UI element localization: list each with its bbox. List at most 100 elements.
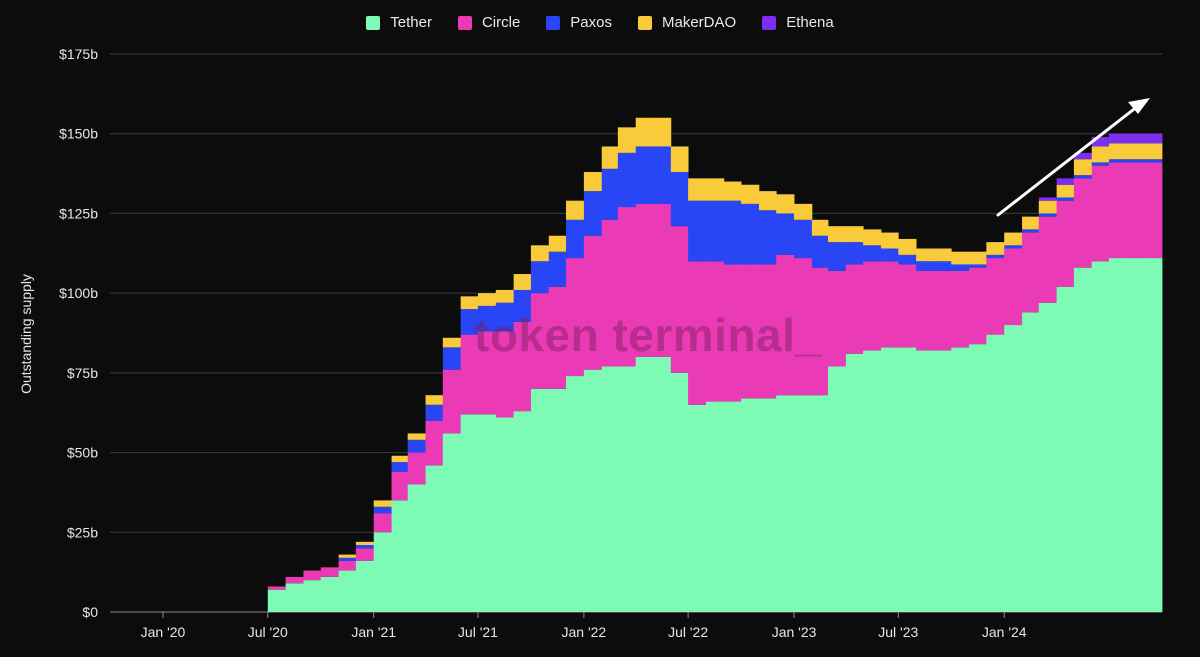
bar-paxos-2021-10 bbox=[530, 261, 550, 294]
bar-makerdao-2021-12 bbox=[566, 200, 585, 220]
bar-circle-2023-06 bbox=[881, 261, 899, 348]
bar-makerdao-2021-11 bbox=[548, 235, 567, 252]
x-tick-label: Jan '21 bbox=[351, 624, 396, 640]
bar-circle-2023-04 bbox=[845, 264, 864, 354]
bar-makerdao-2021-07 bbox=[477, 293, 497, 306]
x-tick-label: Jan '20 bbox=[141, 624, 186, 640]
bar-paxos-2024-05 bbox=[1073, 175, 1093, 179]
bar-makerdao-2023-11 bbox=[969, 251, 987, 265]
y-tick-label: $125b bbox=[59, 205, 98, 221]
bar-makerdao-2024-02 bbox=[1022, 216, 1040, 230]
bar-paxos-2022-09 bbox=[723, 200, 742, 265]
bar-tether-2023-01 bbox=[794, 395, 813, 612]
bar-tether-2023-05 bbox=[863, 350, 882, 612]
bar-makerdao-2022-07 bbox=[688, 178, 707, 201]
bar-paxos-2022-01 bbox=[583, 191, 603, 236]
bar-tether-2020-12 bbox=[355, 560, 375, 612]
bar-tether-2024-07 bbox=[1109, 258, 1128, 612]
bar-tether-2021-09 bbox=[513, 411, 532, 612]
bar-makerdao-2022-11 bbox=[758, 191, 777, 211]
x-tick-label: Jul '20 bbox=[248, 624, 288, 640]
bar-circle-2023-05 bbox=[863, 261, 882, 351]
bar-makerdao-2020-11 bbox=[338, 554, 357, 558]
bar-tether-2023-08 bbox=[916, 350, 935, 612]
bar-paxos-2021-03 bbox=[407, 439, 426, 453]
bar-ethena-2024-09 bbox=[1144, 133, 1163, 144]
bar-makerdao-2022-03 bbox=[617, 127, 637, 153]
bar-tether-2023-06 bbox=[881, 347, 899, 612]
y-tick-label: $175b bbox=[59, 46, 98, 62]
bar-paxos-2020-11 bbox=[338, 557, 357, 561]
legend-item-makerdao[interactable]: MakerDAO bbox=[638, 14, 736, 31]
bar-makerdao-2023-04 bbox=[845, 226, 864, 243]
x-tick-label: Jul '22 bbox=[668, 624, 708, 640]
bar-circle-2020-11 bbox=[338, 560, 357, 571]
bar-paxos-2022-08 bbox=[705, 200, 725, 262]
bar-circle-2022-06 bbox=[670, 226, 689, 373]
y-tick-label: $0 bbox=[82, 604, 98, 620]
legend-item-tether[interactable]: Tether bbox=[366, 14, 432, 31]
legend-swatch-ethena bbox=[762, 15, 777, 30]
bar-ethena-2024-05 bbox=[1073, 152, 1093, 160]
bar-makerdao-2024-07 bbox=[1109, 143, 1128, 160]
bar-makerdao-2023-09 bbox=[933, 248, 952, 262]
bar-circle-2023-11 bbox=[969, 267, 987, 345]
bar-paxos-2024-08 bbox=[1126, 159, 1146, 163]
bar-circle-2024-03 bbox=[1038, 216, 1058, 303]
bar-makerdao-2021-01 bbox=[373, 500, 392, 507]
bar-paxos-2021-12 bbox=[566, 219, 585, 259]
bar-tether-2023-03 bbox=[828, 366, 847, 612]
bar-circle-2020-08 bbox=[285, 576, 304, 584]
bar-circle-2021-08 bbox=[495, 331, 515, 418]
bar-paxos-2022-05 bbox=[652, 146, 672, 204]
bar-paxos-2024-01 bbox=[1004, 245, 1023, 249]
bar-makerdao-2021-03 bbox=[407, 433, 426, 440]
bar-tether-2020-07 bbox=[267, 589, 287, 612]
bar-paxos-2023-08 bbox=[916, 261, 935, 271]
bar-tether-2022-10 bbox=[741, 398, 760, 612]
y-axis-label: Outstanding supply bbox=[18, 274, 34, 394]
legend-item-ethena[interactable]: Ethena bbox=[762, 14, 834, 31]
bar-circle-2023-07 bbox=[898, 264, 917, 348]
bar-tether-2022-08 bbox=[705, 401, 725, 612]
bar-circle-2024-04 bbox=[1056, 200, 1075, 287]
bar-paxos-2024-06 bbox=[1091, 162, 1110, 166]
bar-tether-2024-04 bbox=[1056, 286, 1075, 612]
bar-tether-2021-04 bbox=[425, 465, 444, 612]
bar-makerdao-2021-09 bbox=[513, 274, 532, 290]
bar-makerdao-2023-05 bbox=[863, 229, 882, 246]
legend-item-paxos[interactable]: Paxos bbox=[546, 14, 612, 31]
legend-item-circle[interactable]: Circle bbox=[457, 14, 520, 31]
y-tick-label: $25b bbox=[67, 524, 98, 540]
bar-tether-2022-02 bbox=[601, 366, 619, 612]
bar-circle-2024-02 bbox=[1022, 232, 1040, 313]
bar-makerdao-2021-04 bbox=[425, 395, 444, 405]
bar-tether-2023-11 bbox=[969, 344, 987, 612]
trend-arrow-icon bbox=[996, 98, 1150, 217]
bar-ethena-2024-06 bbox=[1091, 136, 1110, 147]
bar-tether-2020-08 bbox=[285, 583, 304, 612]
bar-makerdao-2023-03 bbox=[828, 226, 847, 243]
bar-tether-2021-12 bbox=[566, 376, 585, 612]
bar-tether-2021-10 bbox=[530, 388, 550, 612]
bar-circle-2021-02 bbox=[391, 471, 409, 501]
bar-makerdao-2023-10 bbox=[951, 251, 970, 265]
bar-circle-2020-09 bbox=[303, 570, 322, 581]
bar-tether-2024-03 bbox=[1038, 302, 1058, 612]
bar-circle-2022-02 bbox=[601, 219, 619, 367]
bar-circle-2022-10 bbox=[741, 264, 760, 399]
legend-label-makerdao: MakerDAO bbox=[662, 14, 737, 31]
bar-paxos-2021-02 bbox=[391, 462, 409, 472]
bar-circle-2021-07 bbox=[477, 331, 497, 415]
bar-circle-2021-05 bbox=[442, 369, 462, 434]
bar-circle-2024-05 bbox=[1073, 178, 1093, 268]
bar-makerdao-2021-10 bbox=[530, 245, 550, 262]
bar-paxos-2023-02 bbox=[811, 235, 829, 268]
bar-circle-2024-06 bbox=[1091, 165, 1110, 262]
bar-paxos-2024-07 bbox=[1109, 159, 1128, 163]
bar-circle-2021-09 bbox=[513, 321, 532, 412]
bar-tether-2023-04 bbox=[845, 353, 864, 612]
bar-makerdao-2022-05 bbox=[652, 117, 672, 147]
y-tick-label: $50b bbox=[67, 445, 98, 461]
bar-circle-2021-01 bbox=[373, 513, 392, 533]
